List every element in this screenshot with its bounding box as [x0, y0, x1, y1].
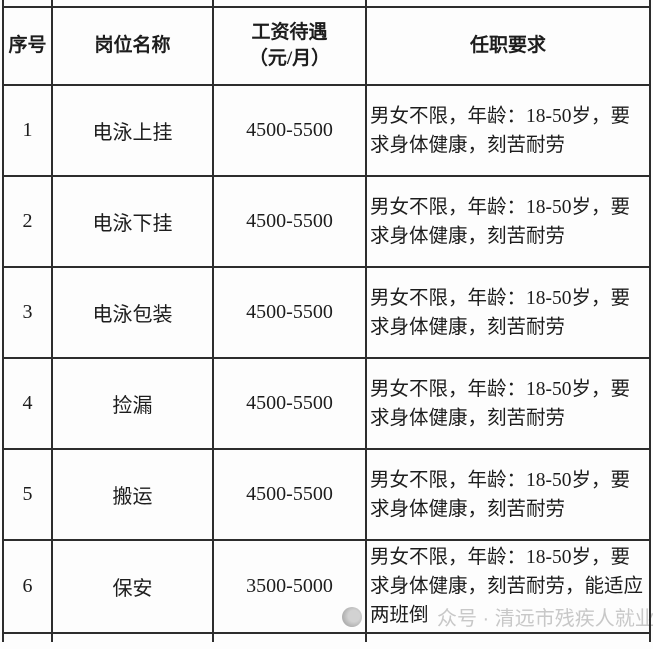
header-salary-line2: （元/月）: [248, 48, 331, 69]
cell-salary: 4500-5500: [212, 84, 367, 177]
header-cell-salary: 工资待遇 （元/月）: [212, 6, 367, 86]
stub-cell: [2, 0, 53, 8]
header-cell-requirements: 任职要求: [365, 6, 651, 86]
cell-position-name: 保安: [51, 539, 214, 634]
stub-cell: [365, 632, 651, 642]
stub-cell: [365, 0, 651, 8]
cell-requirements: 男女不限，年龄：18-50岁，要求身体健康，刻苦耐劳: [365, 357, 651, 450]
cell-row-number: 1: [2, 84, 53, 177]
cell-salary: 3500-5000: [212, 539, 367, 634]
cell-salary: 4500-5500: [212, 175, 367, 268]
stub-cell: [51, 632, 214, 642]
table-row: 1 电泳上挂 4500-5500 男女不限，年龄：18-50岁，要求身体健康，刻…: [2, 84, 651, 177]
cell-salary: 4500-5500: [212, 266, 367, 359]
header-salary-line1: 工资待遇: [251, 22, 328, 43]
table-row: 4 捡漏 4500-5500 男女不限，年龄：18-50岁，要求身体健康，刻苦耐…: [2, 357, 651, 450]
stub-cell: [2, 632, 53, 642]
header-cell-position: 岗位名称: [51, 6, 214, 86]
table-row: 2 电泳下挂 4500-5500 男女不限，年龄：18-50岁，要求身体健康，刻…: [2, 175, 651, 268]
cell-position-name: 电泳包装: [51, 266, 214, 359]
cell-row-number: 6: [2, 539, 53, 634]
cell-requirements: 男女不限，年龄：18-50岁，要求身体健康，刻苦耐劳: [365, 84, 651, 177]
table-row: 3 电泳包装 4500-5500 男女不限，年龄：18-50岁，要求身体健康，刻…: [2, 266, 651, 359]
cell-salary: 4500-5500: [212, 448, 367, 541]
cropped-row-bottom: [2, 632, 651, 642]
table-row: 5 搬运 4500-5500 男女不限，年龄：18-50岁，要求身体健康，刻苦耐…: [2, 448, 651, 541]
cell-salary: 4500-5500: [212, 357, 367, 450]
cell-position-name: 捡漏: [51, 357, 214, 450]
cell-requirements: 男女不限，年龄：18-50岁，要求身体健康，刻苦耐劳: [365, 448, 651, 541]
stub-cell: [51, 0, 214, 8]
cropped-row-top: [2, 0, 651, 8]
cell-position-name: 搬运: [51, 448, 214, 541]
cell-row-number: 5: [2, 448, 53, 541]
cell-requirements: 男女不限，年龄：18-50岁，要求身体健康，刻苦耐劳: [365, 266, 651, 359]
cell-row-number: 4: [2, 357, 53, 450]
cell-row-number: 2: [2, 175, 53, 268]
stub-cell: [212, 632, 367, 642]
header-cell-no: 序号: [2, 6, 53, 86]
cell-requirements: 男女不限，年龄：18-50岁，要求身体健康，刻苦耐劳，能适应两班倒: [365, 539, 651, 634]
header-row: 序号 岗位名称 工资待遇 （元/月） 任职要求: [2, 6, 651, 86]
cell-position-name: 电泳下挂: [51, 175, 214, 268]
cell-position-name: 电泳上挂: [51, 84, 214, 177]
cell-requirements: 男女不限，年龄：18-50岁，要求身体健康，刻苦耐劳: [365, 175, 651, 268]
table-row: 6 保安 3500-5000 男女不限，年龄：18-50岁，要求身体健康，刻苦耐…: [2, 539, 651, 634]
stub-cell: [212, 0, 367, 8]
cell-row-number: 3: [2, 266, 53, 359]
